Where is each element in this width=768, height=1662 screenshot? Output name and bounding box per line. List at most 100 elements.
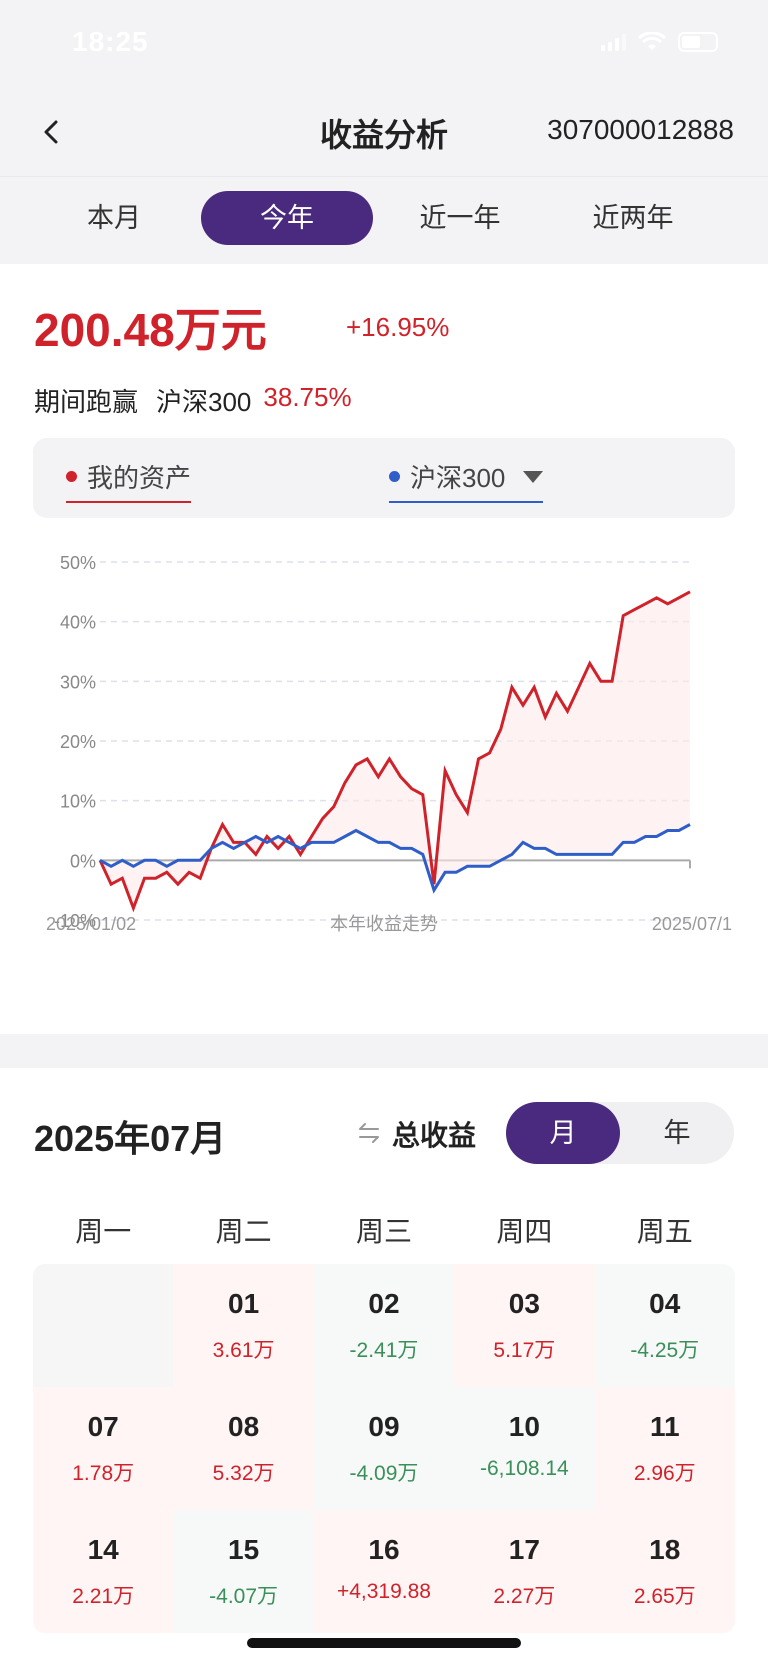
status-icons [601,32,718,52]
calendar-day-cell[interactable]: 07 1.78万 [33,1387,174,1510]
weekday-label: 周三 [355,1216,412,1247]
calendar-day-cell[interactable]: 16 +4,319.88 [313,1510,455,1633]
calendar-day-number: 01 [228,1288,260,1319]
red-dot-icon [66,471,77,482]
total-asset-value: 200.48万元 [34,304,267,356]
calendar-day-number: 02 [368,1288,400,1319]
y-axis-tick-label: 40% [60,613,96,633]
calendar-day-return: 2.21万 [72,1585,135,1608]
return-trend-chart: 50%40%30%20%10%0%-10% 2025/01/02 本年收益走势 … [46,553,732,934]
calendar-day-cell[interactable]: 04 -4.25万 [594,1264,735,1387]
calendar-day-return: 5.17万 [493,1339,556,1362]
calendar-day-return: -4.25万 [630,1339,700,1362]
tab-this-month[interactable]: 本月 [87,203,141,233]
legend-my-assets[interactable]: 我的资产 [66,458,192,503]
calendar-empty-cell [33,1264,174,1387]
y-axis-tick-label: 50% [60,553,96,573]
y-axis-tick-label: 0% [70,851,96,871]
calendar-day-number: 11 [649,1411,680,1442]
calendar-day-return: -6,108.14 [479,1457,569,1480]
month-year-switch: 月 年 [506,1102,734,1164]
calendar-day-cell[interactable]: 03 5.17万 [454,1264,595,1387]
benchmark-line [99,823,691,894]
page-title: 收益分析 [319,117,448,153]
chart-title: 本年收益走势 [330,914,438,934]
signal-icon [601,33,626,51]
calendar-day-cell[interactable]: 15 -4.07万 [173,1510,314,1633]
weekday-label: 周五 [636,1216,693,1247]
calendar-day-number: 15 [228,1534,260,1565]
calendar-day-return: 2.65万 [633,1585,696,1608]
weekday-label: 周四 [496,1216,553,1247]
my-assets-line [98,590,691,913]
y-axis-tick-label: 30% [60,672,96,692]
calendar-day-cell[interactable]: 08 5.32万 [173,1387,314,1510]
return-summary-card: 200.48万元 +16.95% 期间跑赢 沪深300 38.75% 我的资产 … [0,264,768,1034]
year-view-button[interactable]: 年 [663,1118,691,1148]
weekday-header: 周一 周二 周三 周四 周五 [33,1210,735,1250]
daily-return-calendar: 2025年07月 总收益 月 年 周一 周二 周三 周四 周五 01 3.61万 0… [0,1068,768,1662]
benchmark-name: 沪深300 [156,387,252,417]
calendar-month-title[interactable]: 2025年07月 [34,1118,227,1159]
legend-benchmark-dropdown[interactable]: 沪深300 [389,458,544,503]
section-divider [0,1034,768,1068]
calendar-day-return: 5.32万 [212,1462,275,1485]
status-bar: 18:25 [0,0,768,88]
calendar-day-cell[interactable]: 18 2.65万 [594,1510,735,1633]
chart-legend: 我的资产 沪深300 [33,438,735,518]
back-icon[interactable] [34,114,70,150]
y-axis-tick-label: 20% [60,732,96,752]
tab-this-year[interactable]: 今年 [201,191,373,245]
calendar-day-return: 1.78万 [72,1462,135,1485]
total-return-toggle[interactable]: 总收益 [392,1120,477,1151]
beat-benchmark-row: 期间跑赢 沪深300 38.75% [34,382,352,419]
calendar-day-cell[interactable]: 10 -6,108.14 [454,1387,595,1510]
account-number: 307000012888 [547,114,734,145]
calendar-day-number: 18 [649,1534,681,1565]
calendar-day-number: 03 [508,1288,540,1319]
beat-percent: 38.75% [263,382,352,412]
calendar-day-return: -4.07万 [209,1585,279,1608]
nav-bar: 收益分析 307000012888 [0,88,768,176]
calendar-day-number: 16 [368,1534,400,1565]
calendar-day-number: 08 [228,1411,260,1442]
battery-icon [678,32,718,52]
calendar-day-cell[interactable]: 02 -2.41万 [313,1264,455,1387]
total-return-percent: +16.95% [346,312,450,342]
period-tabs: 本月 今年 近一年 近两年 [0,176,768,264]
calendar-day-number: 14 [87,1534,119,1565]
calendar-grid: 01 3.61万 02 -2.41万 03 5.17万 04 -4.25万 07 1.78万 08 5… [33,1264,735,1633]
calendar-day-cell[interactable]: 09 -4.09万 [313,1387,455,1510]
wifi-icon [638,32,666,50]
weekday-label: 周二 [215,1216,272,1247]
home-indicator [247,1638,521,1648]
caret-down-icon [523,470,544,483]
blue-dot-icon [389,471,400,482]
swap-icon[interactable] [356,1120,382,1146]
calendar-day-return: 2.27万 [493,1585,556,1608]
calendar-day-cell[interactable]: 01 3.61万 [173,1264,314,1387]
calendar-day-number: 09 [368,1411,400,1442]
x-axis-end-label: 2025/07/1 [652,914,732,934]
legend-benchmark-label: 沪深300 [410,463,506,493]
calendar-day-number: 04 [649,1288,681,1319]
calendar-day-return: 2.96万 [633,1462,696,1485]
status-time: 18:25 [72,26,149,57]
legend-my-assets-label: 我的资产 [87,463,192,493]
y-axis-tick-label: 10% [60,792,96,812]
tab-last-two-years[interactable]: 近两年 [592,203,674,233]
tab-last-year[interactable]: 近一年 [419,203,501,233]
calendar-day-return: 3.61万 [212,1339,275,1362]
calendar-day-number: 07 [87,1411,119,1442]
calendar-day-number: 10 [508,1411,540,1442]
calendar-day-number: 17 [508,1534,540,1565]
calendar-day-cell[interactable]: 17 2.27万 [454,1510,595,1633]
beat-label: 期间跑赢 [34,387,139,417]
my-assets-area [100,591,690,909]
calendar-day-return: -4.09万 [349,1462,419,1485]
weekday-label: 周一 [75,1216,132,1247]
calendar-day-return: -2.41万 [349,1339,419,1362]
calendar-day-cell[interactable]: 11 2.96万 [594,1387,735,1510]
month-view-button[interactable]: 月 [506,1102,620,1164]
calendar-day-cell[interactable]: 14 2.21万 [33,1510,174,1633]
